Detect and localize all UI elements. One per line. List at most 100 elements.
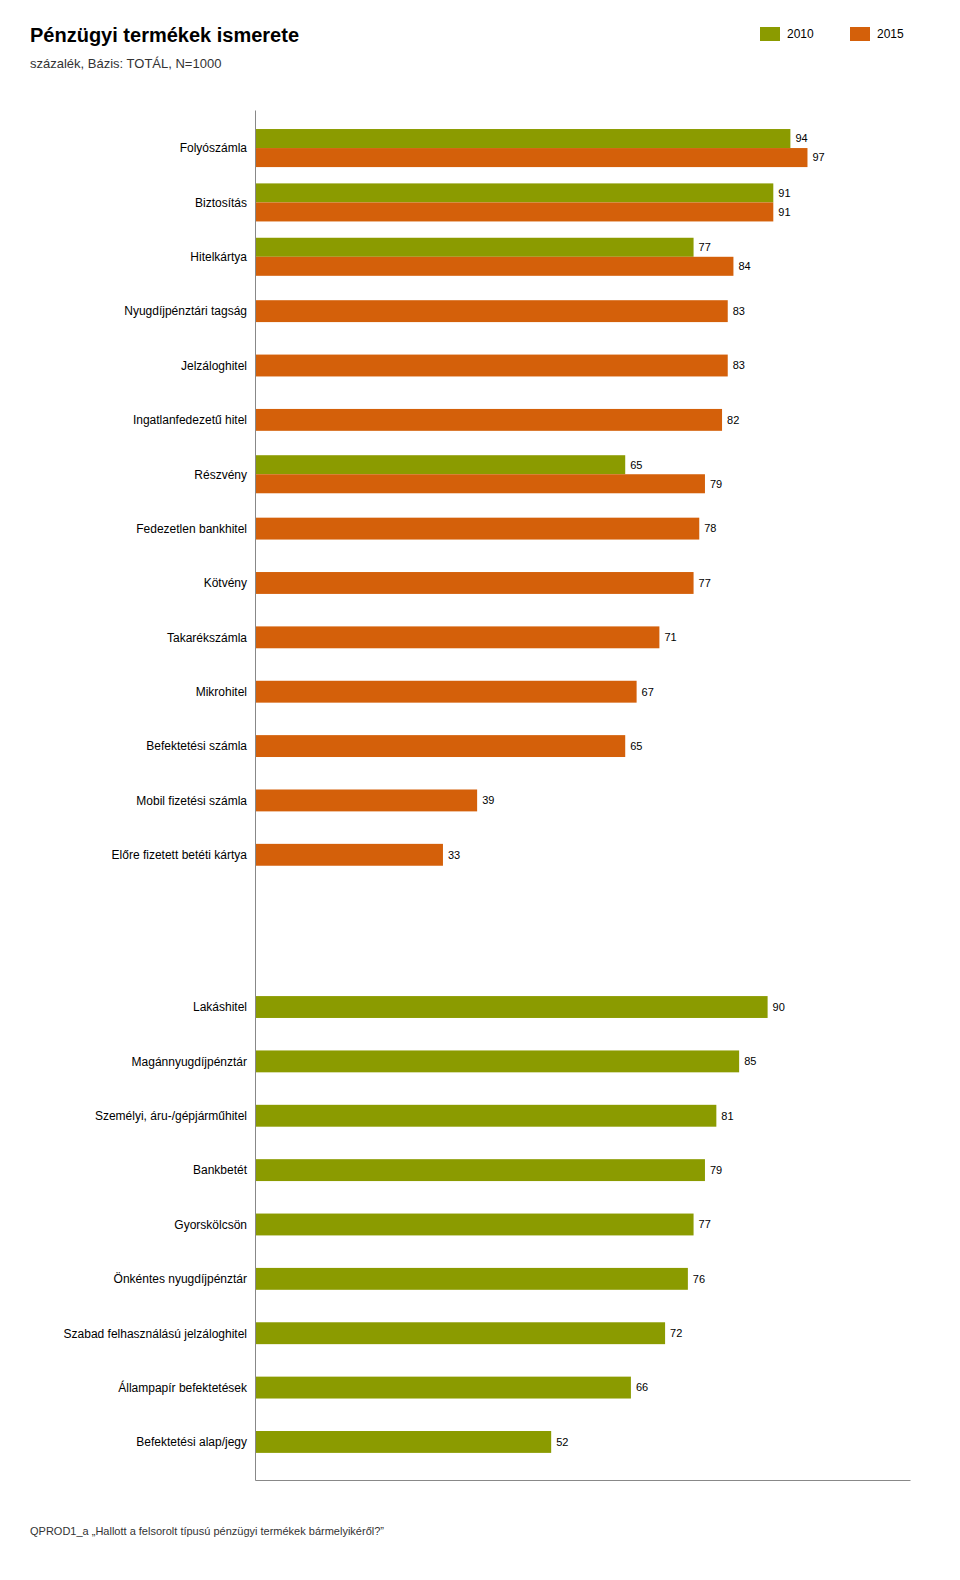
y-tick: Nyugdíjpénztári tagság — [124, 304, 247, 318]
y-axis-line — [255, 111, 256, 1481]
y-tick-label: Mikrohitel — [196, 685, 247, 699]
y-tick-label: Biztosítás — [195, 196, 247, 210]
legend-label: 2010 — [787, 27, 814, 41]
bar — [255, 129, 790, 148]
data-label: 39 — [482, 794, 494, 806]
data-label: 82 — [727, 414, 739, 426]
y-tick-label: Mobil fizetési számla — [136, 794, 247, 808]
y-tick: Fedezetlen bankhitel — [136, 522, 247, 536]
y-tick: Mikrohitel — [196, 685, 247, 699]
bar — [255, 789, 477, 811]
y-tick-label: Szabad felhasználású jelzáloghitel — [64, 1327, 247, 1341]
y-tick: Magánnyugdíjpénztár — [132, 1055, 247, 1069]
y-tick-label: Jelzáloghitel — [181, 359, 247, 373]
y-tick: Lakáshitel — [193, 1000, 247, 1014]
data-label: 94 — [795, 132, 807, 144]
data-label: 91 — [778, 187, 790, 199]
bar — [255, 257, 733, 276]
y-tick-label: Előre fizetett betéti kártya — [112, 848, 248, 862]
y-tick-label: Befektetési alap/jegy — [136, 1435, 247, 1449]
data-label: 90 — [773, 1001, 785, 1013]
data-label: 81 — [721, 1110, 733, 1122]
title: Pénzügyi termékek ismerete — [30, 24, 299, 46]
data-label: 77 — [699, 241, 711, 253]
y-tick-label: Nyugdíjpénztári tagság — [124, 304, 247, 318]
y-tick-label: Állampapír befektetések — [118, 1380, 248, 1395]
y-tick: Előre fizetett betéti kártya — [112, 848, 248, 862]
y-tick: Önkéntes nyugdíjpénztár — [114, 1272, 247, 1286]
bar — [255, 518, 699, 540]
bar — [255, 474, 705, 493]
y-tick-label: Ingatlanfedezetű hitel — [133, 413, 247, 427]
data-label: 83 — [733, 305, 745, 317]
bar — [255, 455, 625, 474]
bar — [255, 300, 728, 322]
y-tick: Ingatlanfedezetű hitel — [133, 413, 247, 427]
bar — [255, 202, 773, 221]
data-label: 79 — [710, 1164, 722, 1176]
y-tick-label: Bankbetét — [193, 1163, 248, 1177]
y-tick: Hitelkártya — [190, 250, 247, 264]
data-label: 65 — [630, 740, 642, 752]
plot: 9497919177848383826579787771676539339085… — [64, 111, 911, 1481]
x-axis-line — [256, 1480, 911, 1481]
legend-swatch — [850, 27, 870, 41]
y-tick: Takarékszámla — [167, 631, 247, 645]
y-tick: Részvény — [194, 468, 247, 482]
data-label: 33 — [448, 849, 460, 861]
data-label: 67 — [642, 686, 654, 698]
y-tick-label: Hitelkártya — [190, 250, 247, 264]
data-label: 84 — [738, 260, 750, 272]
footnote: QPROD1_a „Hallott a felsorolt típusú pén… — [30, 1525, 384, 1537]
y-tick: Személyi, áru-/gépjárműhitel — [95, 1109, 247, 1123]
data-label: 97 — [812, 151, 824, 163]
y-tick: Befektetési számla — [146, 739, 247, 753]
data-label: 66 — [636, 1381, 648, 1393]
bar — [255, 1431, 551, 1453]
bar — [255, 844, 443, 866]
bar — [255, 355, 728, 377]
data-label: 91 — [778, 206, 790, 218]
data-label: 76 — [693, 1273, 705, 1285]
data-labels: 9497919177848383826579787771676539339085… — [448, 132, 825, 1447]
bar — [255, 572, 694, 594]
y-tick: Befektetési alap/jegy — [136, 1435, 247, 1449]
x-axis — [256, 1480, 911, 1481]
y-tick: Gyorskölcsön — [174, 1218, 247, 1232]
bar — [255, 1214, 694, 1236]
bar — [255, 1268, 688, 1290]
y-tick: Bankbetét — [193, 1163, 248, 1177]
data-label: 72 — [670, 1327, 682, 1339]
legend-label: 2015 — [877, 27, 904, 41]
chart: Pénzügyi termékek ismerete százalék, Bázi… — [0, 0, 960, 1580]
bar — [255, 409, 722, 431]
data-label: 79 — [710, 478, 722, 490]
y-tick-label: Befektetési számla — [146, 739, 247, 753]
bars — [255, 129, 807, 1453]
y-tick: Állampapír befektetések — [118, 1380, 248, 1395]
bar — [255, 681, 637, 703]
y-tick-label: Folyószámla — [180, 141, 248, 155]
y-tick-label: Személyi, áru-/gépjárműhitel — [95, 1109, 247, 1123]
y-tick: Mobil fizetési számla — [136, 794, 247, 808]
y-tick-label: Részvény — [194, 468, 247, 482]
bar — [255, 1322, 665, 1344]
data-label: 65 — [630, 459, 642, 471]
bar — [255, 1050, 739, 1072]
data-label: 85 — [744, 1055, 756, 1067]
y-tick-label: Kötvény — [204, 576, 247, 590]
y-tick: Jelzáloghitel — [181, 359, 247, 373]
bar — [255, 735, 625, 757]
bar — [255, 996, 768, 1018]
bar — [255, 148, 807, 167]
legend-item: 2010 — [760, 27, 814, 41]
y-tick-label: Lakáshitel — [193, 1000, 247, 1014]
y-tick-label: Takarékszámla — [167, 631, 247, 645]
data-label: 78 — [704, 522, 716, 534]
y-tick-label: Gyorskölcsön — [174, 1218, 247, 1232]
legend-swatch — [760, 27, 780, 41]
subtitle: százalék, Bázis: TOTÁL, N=1000 — [30, 56, 221, 71]
y-tick: Szabad felhasználású jelzáloghitel — [64, 1327, 247, 1341]
legend: 2010 2015 — [760, 27, 904, 41]
y-axis: Folyószámla Biztosítás Hitelkártya Nyugdíjp… — [64, 111, 256, 1481]
